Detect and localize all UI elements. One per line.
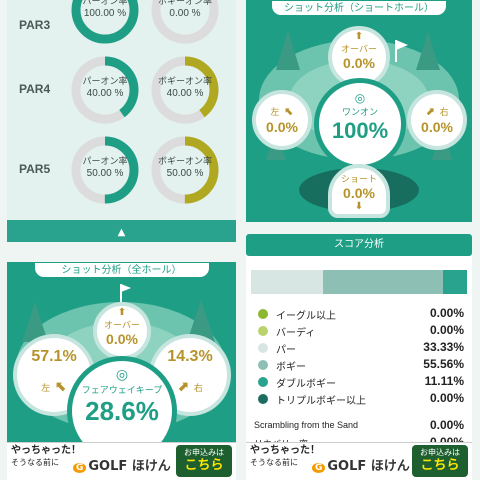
collapse-button[interactable]: ▲ — [7, 220, 236, 242]
short-stat: ショート 0.0% ⬇ — [328, 164, 390, 218]
arrow-down-icon: ⬇ — [354, 201, 364, 212]
arrow-upper-left-icon: ⬉ — [284, 105, 294, 118]
score-legend-item: ボギー 55.56% — [254, 357, 464, 373]
left-stat: 左 ⬉ 0.0% — [252, 90, 312, 150]
par-on-panel: PAR3 パーオン率 100.00 % ボギーオン率 0.00 % PAR4 パーオン率 40… — [7, 0, 236, 242]
bogey-on-ring: ボギーオン率 0.00 % — [149, 0, 221, 46]
arrow-up-icon: ⬆ — [354, 31, 364, 42]
score-bar-segment — [322, 270, 443, 294]
par-row: PAR5 パーオン率 50.00 % ボギーオン率 50.00 % — [7, 126, 236, 206]
arrow-upper-right-icon: ⬈ — [177, 379, 189, 395]
ad-banner-left[interactable]: やっちゃった！ そうなる前に G GOLF ほけん お申込みは こちら — [7, 442, 236, 480]
shot-analysis-short-hole-panel: ショット分析（ショートホール） ⬆ オーバー 0.0% 左 ⬉ 0.0% ⬈ 右… — [246, 0, 472, 222]
score-stat-row: Scrambling from the Sand 0.00% — [254, 418, 464, 432]
legend-dot-icon — [258, 309, 268, 319]
chevron-up-icon: ▲ — [117, 227, 126, 238]
score-legend-item: パー 33.33% — [254, 340, 464, 356]
par-on-ring: パーオン率 100.00 % — [69, 0, 141, 46]
par-label: PAR4 — [19, 82, 51, 96]
par-row: PAR4 パーオン率 40.00 % ボギーオン率 40.00 % — [7, 46, 236, 126]
bogey-on-ring: ボギーオン率 40.00 % — [149, 54, 221, 126]
legend-dot-icon — [258, 360, 268, 370]
legend-dot-icon — [258, 394, 268, 404]
score-legend-item: ダブルボギー 11.11% — [254, 374, 464, 390]
golf-logo: G GOLF ほけん — [73, 455, 171, 474]
par-label: PAR3 — [19, 18, 51, 32]
arrow-upper-right-icon: ⬈ — [425, 105, 435, 118]
par-row: PAR3 パーオン率 100.00 % ボギーオン率 0.00 % — [7, 0, 236, 46]
par-label: PAR5 — [19, 162, 51, 176]
arrow-up-icon: ⬆ — [117, 307, 127, 318]
bogey-on-ring: ボギーオン率 50.00 % — [149, 134, 221, 206]
legend-dot-icon — [258, 377, 268, 387]
target-icon: ◎ — [354, 91, 366, 105]
over-stat: ⬆ オーバー 0.0% — [93, 302, 151, 360]
score-stacked-bar — [251, 270, 467, 294]
arrow-upper-left-icon: ⬉ — [55, 379, 67, 395]
apply-button[interactable]: お申込みは こちら — [412, 445, 468, 477]
legend-dot-icon — [258, 326, 268, 336]
par-on-ring: パーオン率 40.00 % — [69, 54, 141, 126]
legend-dot-icon — [258, 343, 268, 353]
golf-logo: G GOLF ほけん — [312, 455, 410, 474]
score-bar-segment — [442, 270, 467, 294]
one-on-stat: ◎ ワンオン 100% — [314, 78, 406, 170]
score-bar-segment — [251, 270, 323, 294]
right-stat: ⬈ 右 0.0% — [407, 90, 467, 150]
score-legend-item: バーディ 0.00% — [254, 323, 464, 339]
target-icon: ◎ — [115, 367, 129, 383]
par-on-ring: パーオン率 50.00 % — [69, 134, 141, 206]
score-legend-item: トリプルボギー以上 0.00% — [254, 391, 464, 407]
ad-banner-right[interactable]: やっちゃった！ そうなる前に G GOLF ほけん お申込みは こちら — [246, 442, 472, 480]
apply-button[interactable]: お申込みは こちら — [176, 445, 232, 477]
score-legend-item: イーグル以上 0.00% — [254, 306, 464, 322]
panel-title: ショット分析（全ホール） — [33, 262, 210, 278]
panel-title: ショット分析（ショートホール） — [271, 0, 447, 16]
panel-title: スコア分析 — [246, 234, 472, 256]
